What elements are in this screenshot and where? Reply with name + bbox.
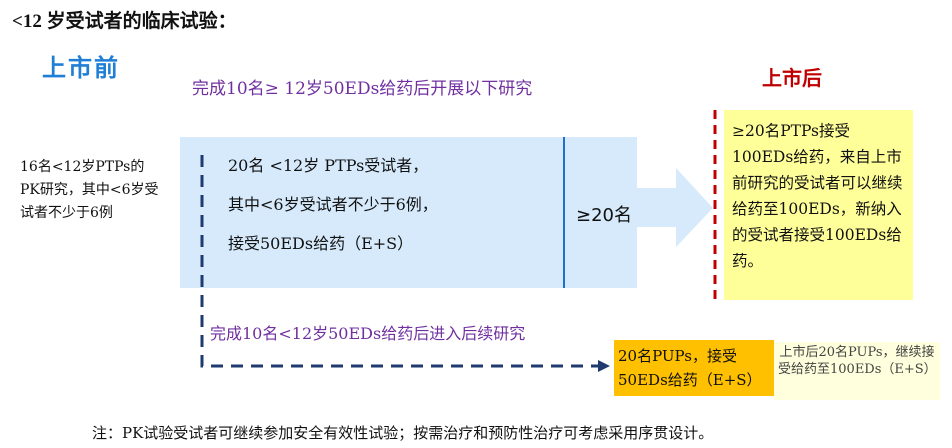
post-market-box: ≥20名PTPs接受100EDs给药，来自上市前研究的受试者可以继续给药至100… xyxy=(724,110,913,300)
pups-box: 20名PUPs，接受50EDs给药（E+S） xyxy=(614,340,774,396)
main-box-line: 20名 <12岁 PTPs受试者， xyxy=(228,156,429,175)
main-box-line: 接受50EDs给药（E+S） xyxy=(228,234,414,253)
total-count: ≥20名 xyxy=(576,205,632,226)
condition-top: 完成10名≥ 12岁50EDs给药后开展以下研究 xyxy=(192,79,533,99)
pups-post-market-box: 上市后20名PUPs，继续接受给药至100EDs（E+S） xyxy=(774,342,940,400)
page-title: <12 岁受试者的临床试验： xyxy=(12,11,237,32)
main-box-line: 其中<6岁受试者不少于6例， xyxy=(228,195,438,214)
pk-study-text: 16名<12岁PTPs的PK研究，其中<6岁受试者不少于6例 xyxy=(20,159,159,221)
condition-bottom: 完成10名<12岁50EDs给药后进入后续研究 xyxy=(210,324,526,343)
big-arrow-shape xyxy=(180,137,713,288)
post-market-label: 上市后 xyxy=(762,66,822,90)
footnote: 注：PK试验受试者可继续参加安全有效性试验；按需治疗和预防性治疗可考虑采用序贯设… xyxy=(92,424,714,442)
pre-market-label: 上市前 xyxy=(42,54,120,82)
arrowhead-icon xyxy=(598,360,610,372)
dashed-flow-arrow xyxy=(200,155,600,368)
